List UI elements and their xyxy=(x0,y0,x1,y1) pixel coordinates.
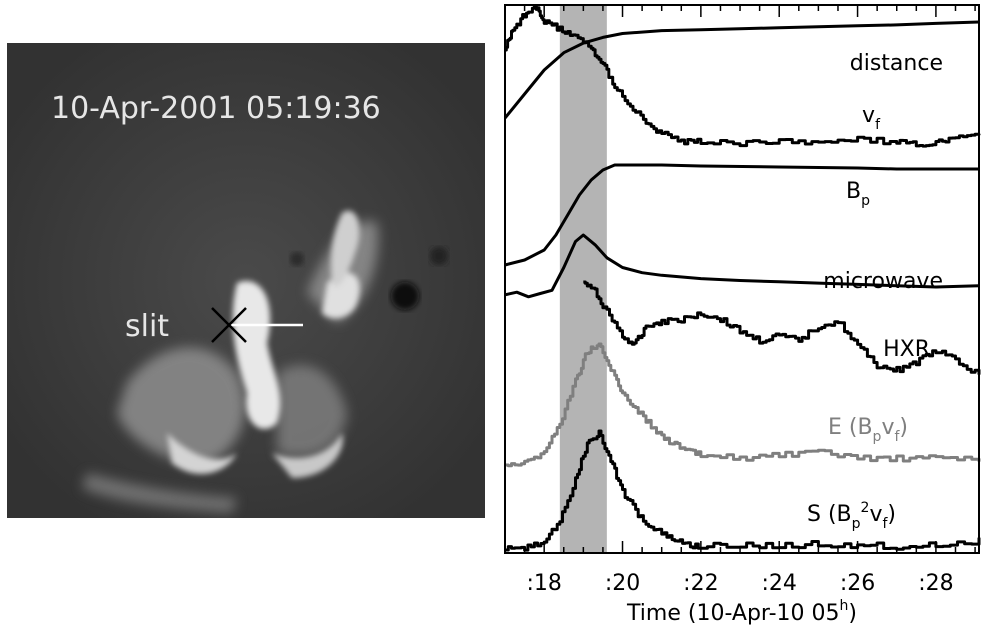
series-label-0: distance xyxy=(850,51,943,76)
shaded-interval xyxy=(559,5,607,553)
slit-marker xyxy=(211,307,303,343)
series-line-5 xyxy=(505,342,981,468)
series-label-3: microwave xyxy=(823,269,943,294)
series-labels: distance vf Bp microwave HXR E (Bpvf) S (Bp2vf… xyxy=(807,51,943,532)
x-tick-label: :18 xyxy=(526,571,561,596)
x-axis-ticks: :18 :20 :22 :24 :26 :28 xyxy=(504,5,976,596)
x-tick-label: :22 xyxy=(683,571,718,596)
series-line-4 xyxy=(583,280,981,375)
series-line-0 xyxy=(503,20,980,119)
x-tick-label: :24 xyxy=(762,571,797,596)
x-axis-label: Time (10-Apr-10 05h) xyxy=(626,598,857,626)
x-tick-label: :20 xyxy=(605,571,640,596)
x-tick-label: :26 xyxy=(840,571,875,596)
series-layer xyxy=(503,4,981,552)
series-label-6: S (Bp2vf) xyxy=(807,500,896,532)
solar-image xyxy=(7,43,485,518)
slit-label: slit xyxy=(125,309,170,344)
series-line-6 xyxy=(505,429,981,552)
series-line-3 xyxy=(504,233,980,299)
series-line-2 xyxy=(504,163,979,267)
series-label-2: Bp xyxy=(846,179,870,209)
image-timestamp: 10-Apr-2001 05:19:36 xyxy=(51,91,381,126)
plot-frame xyxy=(504,4,980,554)
shaded-interval-layer xyxy=(559,5,607,553)
series-label-5: E (Bpvf) xyxy=(828,415,908,445)
series-label-1: vf xyxy=(862,103,881,133)
solar-image-panel: 10-Apr-2001 05:19:36 slit xyxy=(7,43,485,518)
x-tick-label: :28 xyxy=(918,571,953,596)
series-label-4: HXR xyxy=(883,337,930,362)
series-line-1 xyxy=(504,4,981,148)
